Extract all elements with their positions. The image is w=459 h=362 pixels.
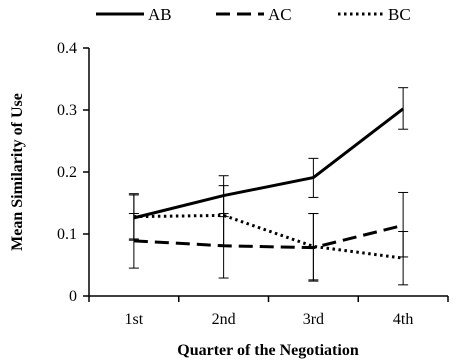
x-tick-label: 4th — [393, 311, 413, 328]
error-bar — [308, 213, 319, 281]
legend-item-ab: AB — [96, 5, 172, 24]
legend-item-bc: BC — [338, 5, 411, 24]
y-tick-label: 0.4 — [57, 40, 77, 57]
legend-label: AB — [148, 5, 172, 24]
legend-label: AC — [268, 5, 292, 24]
series-line — [133, 107, 405, 220]
legend: AB AC BC — [96, 5, 411, 24]
y-tick-label: 0 — [69, 288, 77, 305]
y-axis-title: Mean Similarity of Use — [9, 93, 26, 251]
series-line — [133, 223, 404, 250]
series-layer — [128, 87, 409, 286]
error-bar — [398, 87, 409, 130]
x-tick-label: 3rd — [303, 311, 324, 328]
y-tick-label: 0.3 — [57, 102, 77, 119]
axes: 0 0.1 0.2 0.3 0.4 1st 2nd 3rd 4th — [57, 40, 449, 328]
x-tick-label: 1st — [125, 311, 144, 328]
y-tick-label: 0.2 — [57, 164, 77, 181]
series-line — [133, 213, 404, 260]
y-tick-label: 0.1 — [57, 226, 77, 243]
legend-item-ac: AC — [216, 5, 292, 24]
series-ac — [128, 191, 409, 282]
x-axis-title: Quarter of the Negotiation — [177, 342, 359, 359]
legend-label: BC — [388, 5, 411, 24]
x-tick-label: 2nd — [212, 311, 236, 328]
series-bc — [128, 185, 409, 286]
